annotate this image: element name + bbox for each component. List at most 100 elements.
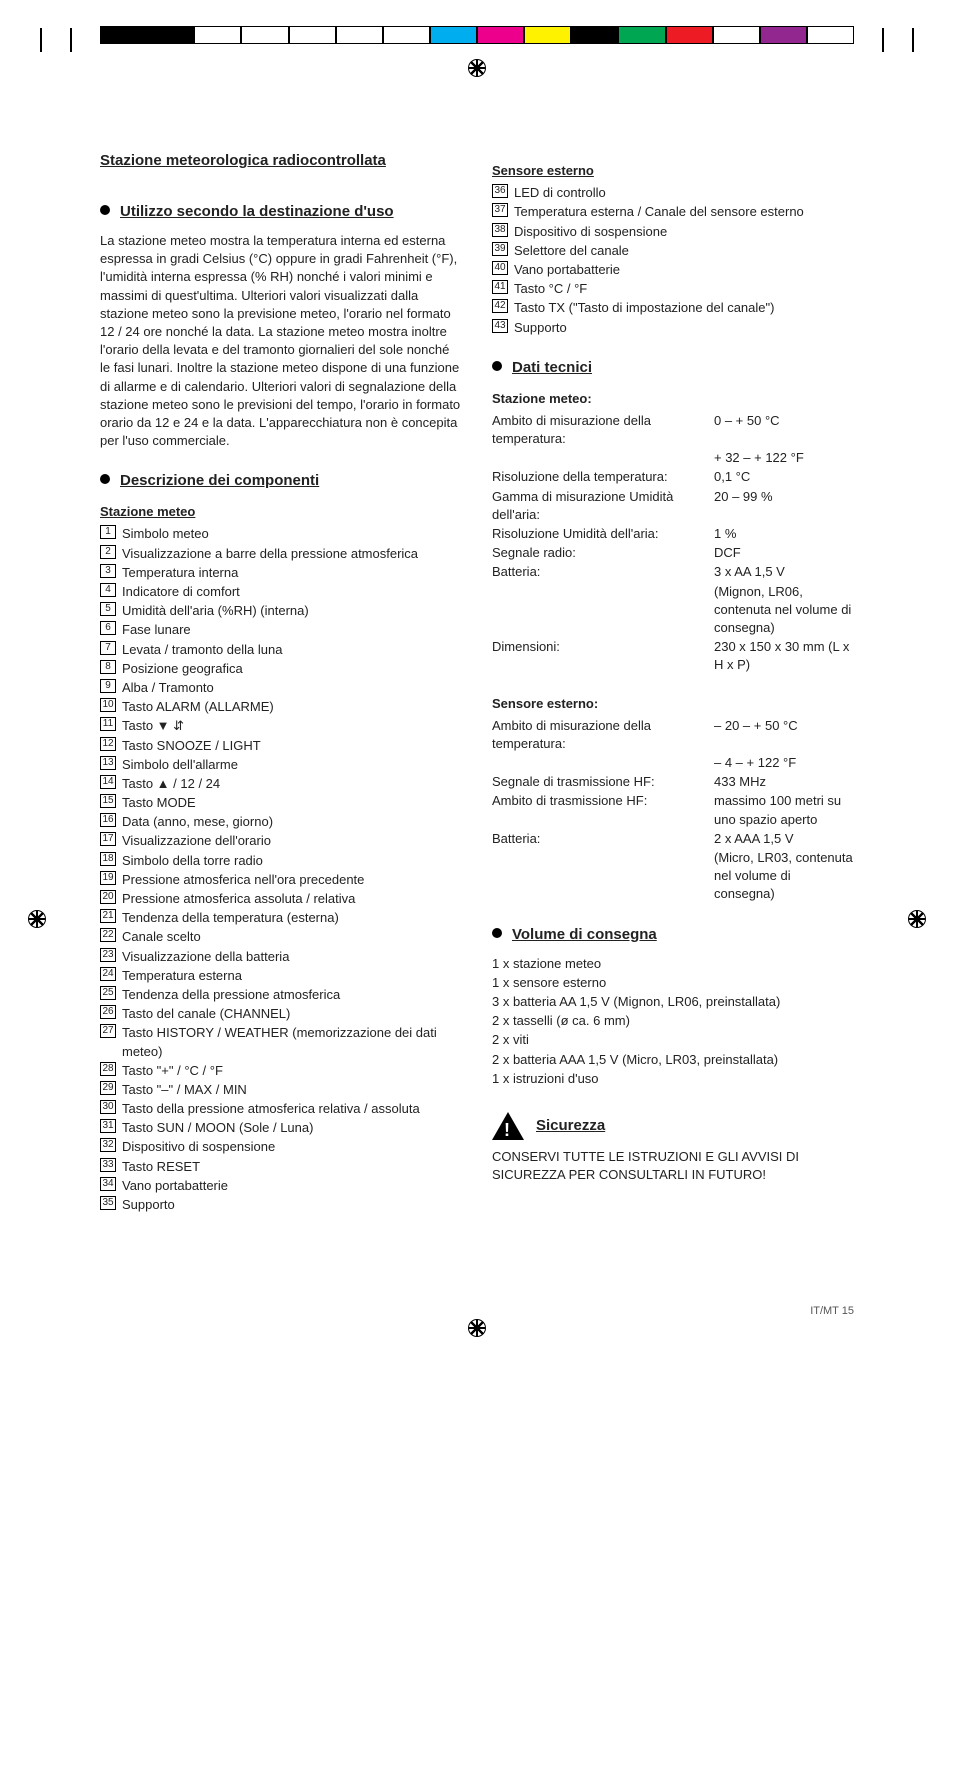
num-box: 39 (492, 242, 508, 256)
section-sicurezza-label: Sicurezza (536, 1115, 605, 1136)
component-label: Tendenza della pressione atmosferica (122, 986, 340, 1004)
num-box: 43 (492, 319, 508, 333)
num-box: 17 (100, 832, 116, 846)
num-box: 23 (100, 948, 116, 962)
num-box: 22 (100, 928, 116, 942)
specs-station: Ambito di misurazione della temperatura:… (492, 412, 854, 675)
spec-value: (Mignon, LR06, contenuta nel volume di c… (714, 583, 854, 638)
num-box: 15 (100, 794, 116, 808)
component-label: Tendenza della temperatura (esterna) (122, 909, 339, 927)
crop-mark (912, 28, 914, 52)
color-swatch (524, 26, 571, 44)
spec-key: Segnale di trasmissione HF: (492, 773, 714, 791)
num-box: 37 (492, 203, 508, 217)
bullet-icon (492, 361, 502, 371)
spec-value: 2 x AAA 1,5 V (714, 830, 854, 848)
spec-key: Ambito di trasmissione HF: (492, 792, 714, 828)
registration-mark-left (28, 910, 46, 928)
color-swatch (760, 26, 807, 44)
bullet-icon (100, 474, 110, 484)
num-box: 6 (100, 621, 116, 635)
registration-mark-right (908, 910, 926, 928)
component-label: Temperatura interna (122, 564, 238, 582)
section-utilizzo: Utilizzo secondo la destinazione d'uso (100, 201, 462, 222)
component-label: Posizione geografica (122, 660, 243, 678)
spec-key: Segnale radio: (492, 544, 714, 562)
component-label: Vano portabatterie (514, 261, 620, 279)
delivery-item: 1 x sensore esterno (492, 974, 854, 992)
num-box: 40 (492, 261, 508, 275)
subhead-stazione: Stazione meteo (100, 503, 462, 521)
utilizzo-paragraph: La stazione meteo mostra la temperatura … (100, 232, 462, 450)
left-column: Stazione meteorologica radiocontrollata … (100, 150, 462, 1215)
component-label: Fase lunare (122, 621, 191, 639)
num-box: 11 (100, 717, 116, 731)
color-swatch (289, 26, 336, 44)
spec-key: Gamma di misurazione Umidità dell'aria: (492, 488, 714, 524)
component-label: Visualizzazione dell'orario (122, 832, 271, 850)
spec-value: 20 – 99 % (714, 488, 854, 524)
component-label: Temperatura esterna / Canale del sensore… (514, 203, 804, 221)
delivery-item: 1 x istruzioni d'uso (492, 1070, 854, 1088)
num-box: 18 (100, 852, 116, 866)
component-label: Pressione atmosferica assoluta / relativ… (122, 890, 355, 908)
component-label: Temperatura esterna (122, 967, 242, 985)
component-label: Tasto della pressione atmosferica relati… (122, 1100, 420, 1118)
delivery-item: 2 x viti (492, 1031, 854, 1049)
spec-key: Risoluzione Umidità dell'aria: (492, 525, 714, 543)
right-column: Sensore esterno 36LED di controllo 37Tem… (492, 150, 854, 1215)
component-label: Tasto MODE (122, 794, 196, 812)
spec-value: massimo 100 metri su uno spazio aperto (714, 792, 854, 828)
spec-key (492, 754, 714, 772)
page-content: Stazione meteorologica radiocontrollata … (0, 50, 954, 1295)
component-label: Tasto ALARM (ALLARME) (122, 698, 274, 716)
color-swatch (194, 26, 241, 44)
num-box: 35 (100, 1196, 116, 1210)
component-label: Supporto (122, 1196, 175, 1214)
delivery-list: 1 x stazione meteo 1 x sensore esterno 3… (492, 955, 854, 1088)
delivery-item: 3 x batteria AA 1,5 V (Mignon, LR06, pre… (492, 993, 854, 1011)
color-swatches (100, 26, 854, 44)
spec-value: 230 x 150 x 30 mm (L x H x P) (714, 638, 854, 674)
num-box: 33 (100, 1158, 116, 1172)
component-label: Indicatore di comfort (122, 583, 240, 601)
spec-key (492, 583, 714, 638)
num-box: 41 (492, 280, 508, 294)
color-swatch (336, 26, 383, 44)
component-label: Alba / Tramonto (122, 679, 214, 697)
color-swatch (477, 26, 524, 44)
section-descrizione: Descrizione dei componenti (100, 470, 462, 491)
component-label: Tasto "+" / °C / °F (122, 1062, 223, 1080)
num-box: 26 (100, 1005, 116, 1019)
component-label: Tasto SNOOZE / LIGHT (122, 737, 261, 755)
component-label: LED di controllo (514, 184, 606, 202)
spec-value: – 4 – + 122 °F (714, 754, 854, 772)
spec-value: 433 MHz (714, 773, 854, 791)
component-label: Simbolo dell'allarme (122, 756, 238, 774)
num-box: 34 (100, 1177, 116, 1191)
component-label: Simbolo della torre radio (122, 852, 263, 870)
section-utilizzo-label: Utilizzo secondo la destinazione d'uso (120, 201, 394, 222)
num-box: 38 (492, 223, 508, 237)
component-label: Visualizzazione della batteria (122, 948, 289, 966)
component-label: Data (anno, mese, giorno) (122, 813, 273, 831)
num-box: 19 (100, 871, 116, 885)
color-swatch (430, 26, 477, 44)
color-swatch (147, 26, 194, 44)
section-volume: Volume di consegna (492, 924, 854, 945)
num-box: 3 (100, 564, 116, 578)
spec-value: DCF (714, 544, 854, 562)
num-box: 9 (100, 679, 116, 693)
num-box: 21 (100, 909, 116, 923)
component-label: Umidità dell'aria (%RH) (interna) (122, 602, 309, 620)
component-label: Visualizzazione a barre della pressione … (122, 545, 418, 563)
bullet-icon (492, 928, 502, 938)
spec-key: Dimensioni: (492, 638, 714, 674)
component-label: Vano portabatterie (122, 1177, 228, 1195)
num-box: 5 (100, 602, 116, 616)
component-label: Tasto ▼ ⇵ (122, 717, 184, 735)
color-swatch (807, 26, 854, 44)
spec-key (492, 449, 714, 467)
spec-value: 1 % (714, 525, 854, 543)
spec-key: Batteria: (492, 563, 714, 581)
